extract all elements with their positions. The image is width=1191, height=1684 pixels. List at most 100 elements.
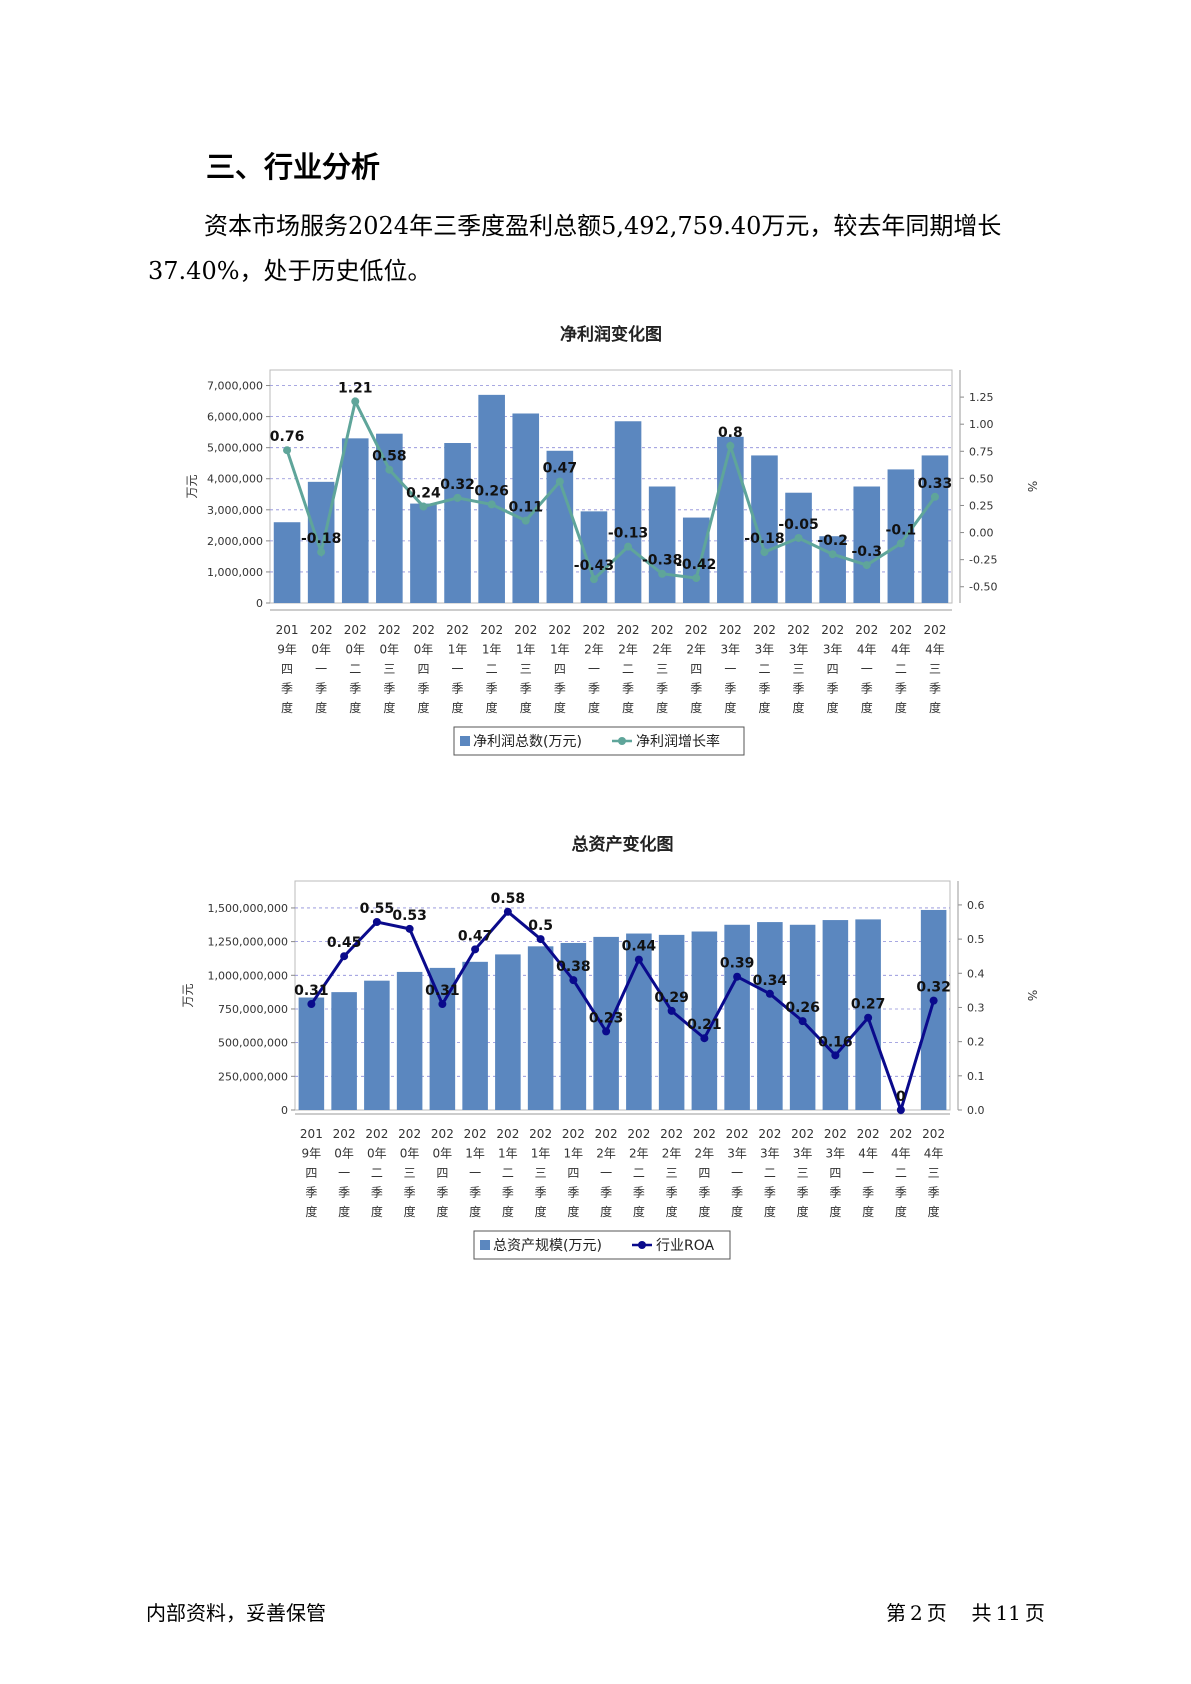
data-label: 0.29: [654, 990, 689, 1006]
legend-label: 净利润增长率: [636, 733, 720, 750]
data-label: -0.38: [642, 553, 682, 569]
series-point: [536, 935, 545, 944]
data-label: 0.32: [916, 980, 951, 996]
series-point: [307, 1000, 316, 1009]
legend-box: [473, 1230, 731, 1260]
data-label: 0.58: [491, 891, 526, 907]
total-prefix: 共: [971, 1601, 992, 1625]
summary-text: 资本市场服务2024年三季度盈利总额5,492,759.40万元，较去年同期增长…: [148, 212, 1002, 285]
bar: [757, 922, 783, 1110]
x-tick-label: 202 2年一季度: [595, 1127, 618, 1219]
x-tick-label: 201 9年四季度: [300, 1127, 323, 1219]
bar: [593, 936, 619, 1110]
data-label: 0.33: [918, 476, 953, 492]
x-tick-label: 202 4年二季度: [889, 1127, 912, 1219]
x-tick-label: 202 1年四季度: [548, 623, 571, 715]
legend: 净利润总数(万元) 净利润增长率: [453, 726, 745, 756]
x-tick-label: 202 3年四季度: [824, 1127, 847, 1219]
bar: [376, 433, 403, 603]
data-label: 0: [896, 1089, 906, 1105]
bar: [546, 450, 574, 603]
y-tick-label: 500,000,000: [218, 1037, 288, 1050]
legend-label: 净利润总数(万元): [473, 734, 582, 750]
y-tick-label: 6,000,000: [207, 411, 263, 424]
total-assets-chart: 总资产变化图 0 250,000,000 500,000,000 750,000,000…: [170, 820, 1050, 1270]
series-point: [667, 1006, 676, 1015]
data-label: 0.76: [270, 429, 305, 445]
y2-tick-label: 0.75: [969, 445, 994, 458]
x-tick-label: 202 1年四季度: [562, 1127, 585, 1219]
x-tick-label: 202 2年二季度: [627, 1127, 650, 1219]
series-point: [726, 441, 735, 450]
bar: [614, 421, 642, 603]
chart-title: 净利润变化图: [560, 324, 662, 345]
data-label: 0.26: [785, 1000, 820, 1016]
x-tick-label: 202 4年一季度: [855, 623, 878, 715]
bar: [396, 971, 423, 1110]
data-label: 0.16: [818, 1034, 853, 1050]
bar: [298, 997, 325, 1110]
x-tick-label: 202 3年二季度: [753, 623, 776, 715]
y2-tick-label: 0.6: [967, 899, 985, 912]
y-tick-label: 1,000,000,000: [208, 969, 288, 982]
y2-tick-label: 0.0: [967, 1104, 985, 1117]
legend-line-marker: [638, 1241, 646, 1249]
y2-tick-label: 0.2: [967, 1036, 985, 1049]
bar: [658, 934, 685, 1110]
data-label: 0.24: [406, 486, 441, 502]
y-tick-label: 0: [256, 597, 263, 610]
chart-title: 总资产变化图: [572, 834, 674, 855]
series-point: [896, 1106, 905, 1114]
x-tick-label: 202 0年三季度: [398, 1127, 421, 1219]
data-label: -0.18: [301, 531, 341, 547]
legend-line-marker: [618, 737, 626, 745]
bar: [341, 438, 369, 603]
legend-bar-swatch: [480, 1240, 490, 1250]
bar: [921, 455, 949, 603]
x-tick-label: 201 9年四季度: [276, 623, 299, 715]
x-tick-label: 202 0年一季度: [333, 1127, 356, 1219]
section-heading: 三、行业分析: [206, 150, 381, 184]
bar: [410, 503, 437, 603]
bar: [527, 946, 554, 1110]
y2-tick-label: 0.4: [967, 967, 985, 980]
x-tick-label: 202 3年三季度: [791, 1127, 814, 1219]
x-tick-label: 202 2年三季度: [660, 1127, 683, 1219]
total-pages: 11: [995, 1601, 1021, 1625]
bar: [819, 536, 846, 603]
x-tick-label: 202 2年四季度: [685, 623, 708, 715]
data-label: 0.47: [458, 928, 493, 944]
x-tick-label: 202 4年二季度: [889, 623, 912, 715]
data-label: 0.44: [622, 939, 657, 955]
series-point: [555, 477, 564, 486]
series-point: [385, 465, 394, 474]
data-label: 0.21: [687, 1017, 722, 1033]
y2-tick-label: 1.25: [969, 391, 994, 404]
legend: 总资产规模(万元) 行业ROA: [473, 1230, 731, 1260]
x-tick-label: 202 0年二季度: [344, 623, 367, 715]
bar: [785, 492, 812, 603]
net-profit-chart: 净利润变化图 0 1,000,000 2,000,000 3,000,000 4,000,…: [170, 320, 1050, 770]
y-tick-label: 2,000,000: [207, 535, 263, 548]
page-suffix: 页: [926, 1601, 947, 1625]
series-point: [760, 548, 769, 557]
legend-box: [453, 726, 745, 756]
y2-tick-label: 0.3: [967, 1001, 985, 1014]
data-label: 0.31: [425, 983, 460, 999]
series-point: [569, 976, 578, 985]
legend-label: 行业ROA: [656, 1238, 715, 1254]
data-label: 0.31: [294, 983, 329, 999]
y-tick-label: 1,500,000,000: [208, 902, 288, 915]
series-point: [487, 500, 496, 509]
x-tick-label: 202 0年四季度: [412, 623, 435, 715]
x-tick-label: 202 1年一季度: [464, 1127, 487, 1219]
y-tick-label: 3,000,000: [207, 504, 263, 517]
footer-confidential: 内部资料，妥善保管: [146, 1601, 326, 1625]
series-point: [521, 516, 530, 525]
series-point: [438, 1000, 447, 1009]
bar: [682, 517, 710, 603]
bar: [648, 486, 676, 603]
series-point: [471, 945, 480, 954]
x-tick-label: 202 3年三季度: [787, 623, 810, 715]
